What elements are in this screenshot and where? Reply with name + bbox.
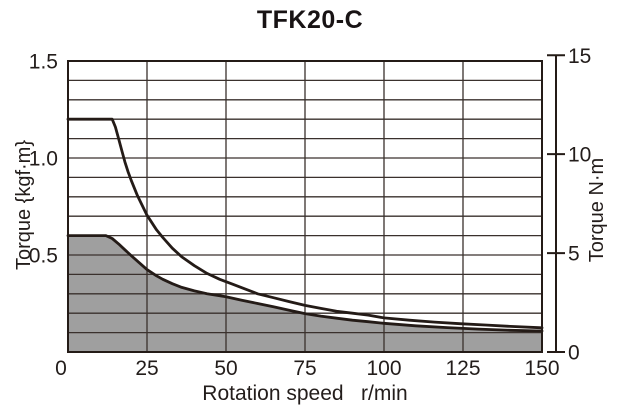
x-tick-label: 100 xyxy=(366,357,401,380)
x-tick-label: 50 xyxy=(214,357,237,380)
plot-border xyxy=(67,60,543,353)
x-tick-label: 25 xyxy=(135,357,158,380)
y-tick-label-left: 1.5 xyxy=(29,51,58,74)
y-axis-title-left: Torque {kgf·m} xyxy=(13,139,35,271)
x-tick-label: 0 xyxy=(55,357,67,380)
continuous-torque-fill xyxy=(68,235,542,352)
x-tick-label: 150 xyxy=(524,357,559,380)
y-tick-label-right: 5 xyxy=(568,243,580,266)
y-tick-label-left: 1.0 xyxy=(29,148,58,171)
y-tick-label-right: 0 xyxy=(568,342,580,365)
y-tick-label-right: 10 xyxy=(568,144,591,167)
chart-title: TFK20-C xyxy=(256,6,364,34)
y-tick-label-right: 15 xyxy=(568,45,591,68)
y-axis-title-right: Torque N·m xyxy=(586,157,608,263)
continuous-torque-area xyxy=(66,234,544,333)
x-tick-label: 75 xyxy=(293,357,316,380)
x-tick-label: 125 xyxy=(445,357,480,380)
max-torque-curve xyxy=(66,117,544,330)
y-tick-label-left: 0.5 xyxy=(29,245,58,268)
x-axis-title: Rotation speed r/min xyxy=(202,382,408,405)
